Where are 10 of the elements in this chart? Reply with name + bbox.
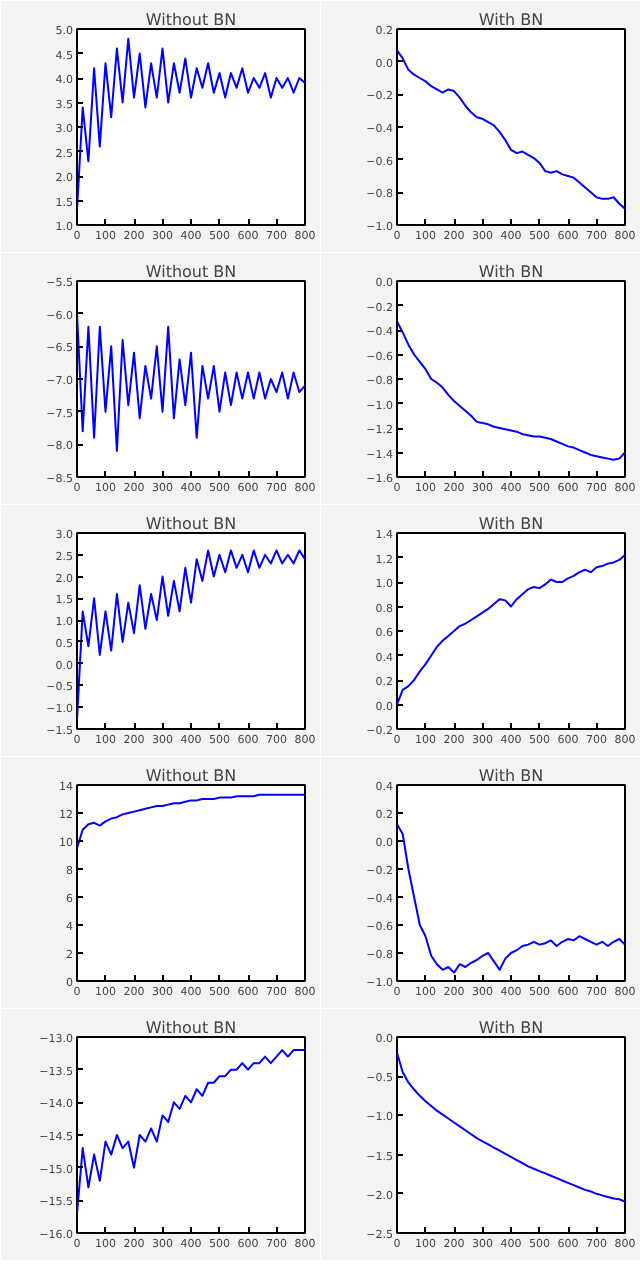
chart-title: Without BN [145,11,237,29]
chart-title: Without BN [145,767,237,785]
chart-title: With BN [478,767,544,785]
chart-title: Without BN [145,515,237,533]
chart-title: Without BN [145,1019,237,1037]
chart-title: With BN [478,11,544,29]
chart-title: With BN [478,1019,544,1037]
chart-title: With BN [478,263,544,281]
chart-title: Without BN [145,263,237,281]
chart-title: With BN [478,515,544,533]
